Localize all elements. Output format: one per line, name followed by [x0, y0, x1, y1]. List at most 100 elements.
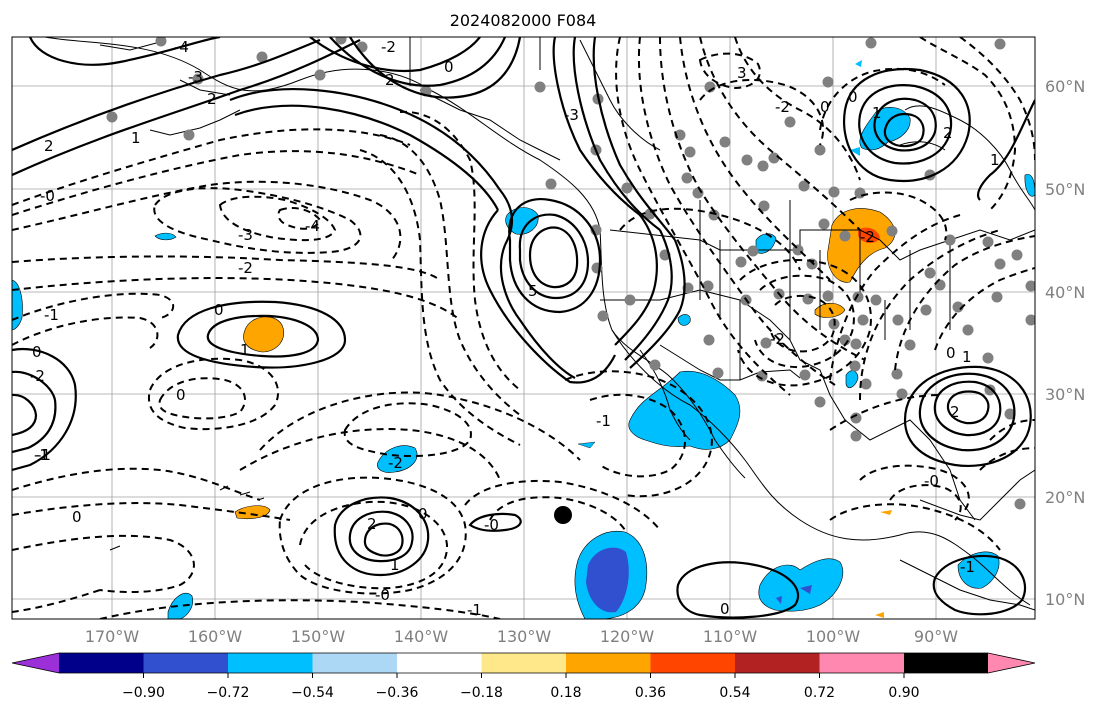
colorbar-min-extend	[12, 653, 59, 673]
latitude-label: 30°N	[1045, 385, 1085, 404]
contour-label: 2	[950, 403, 960, 421]
contour-label: 1	[240, 341, 250, 359]
contour-label: 1	[131, 129, 141, 147]
contour-label: -3	[564, 106, 579, 124]
colorbar-tick-labels: −0.90 −0.72 −0.54 −0.36 −0.18 0.18 0.36 …	[122, 685, 920, 701]
longitude-label: 90°W	[914, 627, 958, 646]
contour-label: -3	[238, 226, 253, 244]
contour-label: -1	[34, 446, 49, 464]
contours-dashed	[12, 37, 1035, 619]
longitude-label: 160°W	[188, 627, 243, 646]
longitude-labels: 170°W 160°W 150°W 140°W 130°W 120°W 110°…	[85, 627, 958, 646]
contours-solid	[12, 37, 1035, 619]
colorbar: −0.90 −0.72 −0.54 −0.36 −0.18 0.18 0.36 …	[11, 652, 1036, 701]
center-marker	[554, 506, 572, 524]
contour-label: 2	[943, 124, 953, 142]
contour-label: 1	[990, 151, 1000, 169]
contour-label: -4	[305, 217, 320, 235]
shaded-regions	[12, 60, 1035, 619]
contour-label: -3	[188, 68, 203, 86]
colorbar-segment	[312, 653, 397, 673]
colorbar-tick-label: −0.18	[460, 685, 503, 701]
contour-label: -2	[238, 259, 253, 277]
map-frame	[11, 36, 1036, 620]
contour-label: 2	[44, 137, 54, 155]
contour-label: -2	[860, 228, 875, 246]
contour-label: -0	[924, 472, 939, 490]
latitude-label: 20°N	[1045, 488, 1085, 507]
colorbar-max-extend	[988, 653, 1035, 673]
colorbar-tick-label: 0.72	[804, 685, 835, 701]
colorbar-tick-label: 0.18	[550, 685, 581, 701]
contour-label: 5	[528, 282, 538, 300]
colorbar-segment	[566, 653, 651, 673]
figure-title: 2024082000 F084	[450, 11, 597, 30]
colorbar-tick-label: 0.36	[635, 685, 666, 701]
contour-label: -1	[960, 558, 975, 576]
contour-label: -0	[484, 516, 499, 534]
contour-label: -1	[44, 306, 59, 324]
contour-label: 0	[848, 88, 858, 106]
colorbar-tick-label: −0.90	[122, 685, 165, 701]
longitude-label: 100°W	[806, 627, 861, 646]
contour-label: -1	[36, 446, 51, 464]
colorbar-segment	[397, 653, 482, 673]
colorbar-segment	[143, 653, 228, 673]
contour-label: 3	[737, 64, 747, 82]
contour-label: 0	[176, 386, 186, 404]
contour-label: 1	[390, 556, 400, 574]
contour-label: -4	[174, 38, 189, 56]
map-content: 2 -4 -3 -0 1 2 -1 0 -2 -3 -4 -2 -1 0 1 0…	[12, 37, 1035, 619]
contour-label: 0	[72, 508, 82, 526]
colorbar-tick-label: −0.72	[207, 685, 250, 701]
colorbar-ticks	[143, 673, 905, 678]
contour-label: 2	[385, 71, 395, 89]
latitude-label: 10°N	[1045, 590, 1085, 609]
colorbar-outline	[11, 652, 1036, 674]
contour-label: -1	[596, 412, 611, 430]
latitude-label: 50°N	[1045, 180, 1085, 199]
contour-label: 2	[207, 90, 217, 108]
contour-label: 0	[444, 58, 454, 76]
contour-label: 1	[872, 104, 882, 122]
contour-label: 2	[367, 515, 377, 533]
colorbar-segment	[819, 653, 904, 673]
latitude-labels: 60°N 50°N 40°N 30°N 20°N 10°N	[1045, 77, 1085, 609]
longitude-label: 140°W	[394, 627, 449, 646]
contour-labels: 2 -4 -3 -0 1 2 -1 0 -2 -3 -4 -2 -1 0 1 0…	[30, 38, 1000, 619]
contour-label: -2	[381, 38, 396, 56]
longitude-label: 110°W	[703, 627, 758, 646]
colorbar-segment	[228, 653, 313, 673]
contour-label: 0	[214, 301, 224, 319]
contour-label: -2	[770, 330, 785, 348]
contour-label: -2	[388, 454, 403, 472]
contour-label: -2	[775, 98, 790, 116]
contour-label: -0	[40, 187, 55, 205]
longitude-label: 170°W	[85, 627, 140, 646]
colorbar-segment	[650, 653, 735, 673]
colorbar-segment	[481, 653, 566, 673]
latitude-label: 60°N	[1045, 77, 1085, 96]
coastlines	[44, 37, 1035, 611]
longitude-label: 130°W	[497, 627, 552, 646]
contour-label: 0	[946, 344, 956, 362]
longitude-label: 120°W	[600, 627, 655, 646]
contour-label: 1	[962, 348, 972, 366]
graticule	[12, 37, 1035, 619]
contour-label: 0	[820, 98, 830, 116]
colorbar-segment	[59, 653, 144, 673]
contour-label: -2	[30, 367, 45, 385]
colorbar-tick-label: −0.36	[376, 685, 419, 701]
colorbar-tick-label: 0.90	[888, 685, 919, 701]
colorbar-tick-label: 0.54	[719, 685, 750, 701]
contour-label: -0	[375, 586, 390, 604]
longitude-label: 150°W	[291, 627, 346, 646]
contour-label: -1	[467, 601, 482, 619]
colorbar-segment	[735, 653, 820, 673]
contour-label: 0	[720, 600, 730, 618]
latitude-label: 40°N	[1045, 283, 1085, 302]
contour-label: 0	[418, 505, 428, 523]
contour-label: 0	[32, 343, 42, 361]
colorbar-segment	[904, 653, 988, 673]
